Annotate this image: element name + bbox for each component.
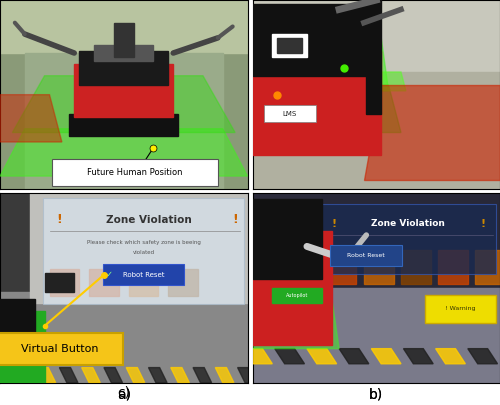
Text: Virtual Button: Virtual Button bbox=[20, 344, 98, 354]
FancyBboxPatch shape bbox=[264, 105, 316, 122]
Polygon shape bbox=[468, 349, 498, 364]
FancyBboxPatch shape bbox=[320, 204, 496, 274]
Bar bbox=[44, 273, 74, 292]
Bar bbox=[277, 38, 302, 53]
Text: Autopilot: Autopilot bbox=[286, 293, 308, 298]
Polygon shape bbox=[436, 349, 466, 364]
Bar bbox=[272, 288, 322, 303]
Polygon shape bbox=[252, 298, 339, 349]
Polygon shape bbox=[242, 349, 272, 364]
Bar bbox=[252, 0, 500, 72]
Polygon shape bbox=[15, 368, 34, 383]
Bar bbox=[0, 292, 248, 383]
Bar bbox=[252, 51, 381, 155]
Polygon shape bbox=[0, 95, 62, 142]
Bar bbox=[25, 53, 223, 190]
Bar bbox=[30, 194, 248, 303]
FancyBboxPatch shape bbox=[0, 333, 122, 365]
Polygon shape bbox=[148, 368, 167, 383]
Polygon shape bbox=[126, 368, 145, 383]
Bar bbox=[0, 311, 44, 383]
Bar bbox=[252, 288, 500, 383]
Polygon shape bbox=[339, 349, 369, 364]
Bar bbox=[94, 45, 154, 61]
Text: b): b) bbox=[369, 388, 384, 402]
Bar bbox=[252, 4, 372, 76]
Text: Zone Violation: Zone Violation bbox=[372, 219, 446, 228]
Polygon shape bbox=[216, 368, 234, 383]
Polygon shape bbox=[252, 85, 401, 132]
Bar bbox=[79, 51, 168, 85]
Bar bbox=[128, 269, 158, 296]
Polygon shape bbox=[60, 368, 78, 383]
Polygon shape bbox=[0, 129, 248, 176]
Text: !: ! bbox=[332, 219, 336, 229]
Text: Robot Reset: Robot Reset bbox=[348, 254, 385, 258]
FancyBboxPatch shape bbox=[424, 295, 496, 323]
Text: ! Warning: ! Warning bbox=[445, 307, 476, 311]
Polygon shape bbox=[193, 368, 212, 383]
Bar bbox=[327, 250, 356, 284]
Text: !: ! bbox=[232, 213, 238, 226]
Polygon shape bbox=[275, 349, 304, 364]
Bar bbox=[252, 72, 500, 190]
Polygon shape bbox=[364, 85, 500, 180]
FancyBboxPatch shape bbox=[44, 198, 244, 304]
Bar bbox=[89, 269, 119, 296]
Bar bbox=[252, 199, 322, 279]
Polygon shape bbox=[0, 368, 11, 383]
FancyBboxPatch shape bbox=[52, 159, 218, 185]
Bar bbox=[438, 250, 468, 284]
Text: violated: violated bbox=[132, 249, 154, 255]
Text: b): b) bbox=[369, 388, 384, 402]
Text: c): c) bbox=[117, 386, 130, 400]
Bar bbox=[322, 194, 500, 288]
Polygon shape bbox=[104, 368, 122, 383]
Polygon shape bbox=[12, 76, 235, 132]
Bar bbox=[0, 299, 34, 341]
Text: !: ! bbox=[56, 213, 62, 226]
Text: a): a) bbox=[117, 388, 131, 402]
Polygon shape bbox=[404, 349, 433, 364]
FancyBboxPatch shape bbox=[330, 245, 402, 266]
Bar bbox=[0, 0, 248, 53]
Polygon shape bbox=[37, 368, 56, 383]
Bar bbox=[364, 250, 394, 284]
Text: Robot Reset: Robot Reset bbox=[123, 272, 164, 278]
Bar bbox=[252, 231, 332, 345]
FancyBboxPatch shape bbox=[102, 264, 184, 285]
Polygon shape bbox=[372, 349, 401, 364]
Text: Please check which safety zone is beeing: Please check which safety zone is beeing bbox=[86, 240, 200, 245]
Polygon shape bbox=[252, 38, 388, 91]
Bar bbox=[168, 269, 198, 296]
Polygon shape bbox=[171, 368, 190, 383]
Polygon shape bbox=[238, 368, 256, 383]
Bar bbox=[475, 250, 500, 284]
Text: LMS: LMS bbox=[282, 111, 297, 117]
Polygon shape bbox=[82, 368, 100, 383]
Text: a): a) bbox=[117, 388, 131, 402]
Polygon shape bbox=[252, 72, 406, 91]
Bar bbox=[401, 250, 430, 284]
Text: Zone Violation: Zone Violation bbox=[106, 215, 192, 225]
Bar bbox=[50, 269, 79, 296]
Text: Future Human Position: Future Human Position bbox=[87, 168, 182, 177]
Text: !: ! bbox=[480, 219, 485, 229]
Bar bbox=[114, 23, 134, 57]
Bar bbox=[70, 113, 178, 136]
Bar bbox=[272, 34, 307, 57]
Bar bbox=[366, 0, 381, 114]
Polygon shape bbox=[307, 349, 336, 364]
Text: ✓: ✓ bbox=[106, 270, 112, 279]
Bar bbox=[74, 64, 174, 117]
